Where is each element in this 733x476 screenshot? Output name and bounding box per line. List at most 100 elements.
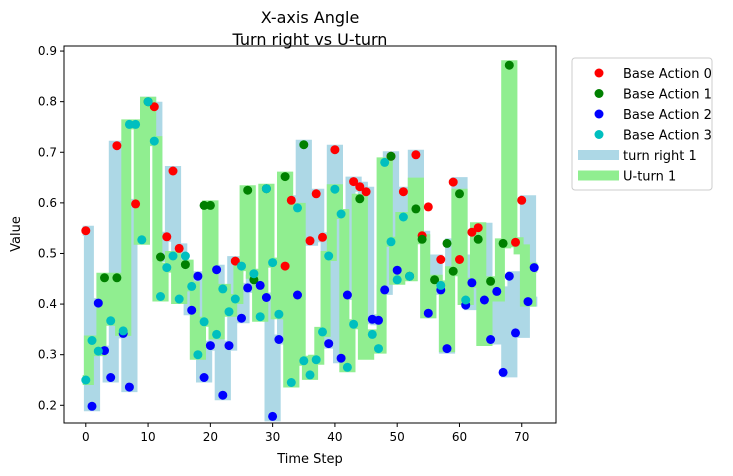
point-base-action-2 bbox=[187, 305, 197, 315]
legend-marker bbox=[594, 89, 604, 98]
point-base-action-2 bbox=[255, 280, 265, 290]
y-tick-label: 0.9 bbox=[38, 44, 57, 58]
legend-label: Base Action 2 bbox=[623, 108, 712, 123]
point-base-action-3 bbox=[199, 317, 209, 327]
point-base-action-0 bbox=[448, 177, 458, 187]
point-base-action-3 bbox=[367, 329, 377, 339]
point-base-action-3 bbox=[249, 269, 259, 279]
point-base-action-1 bbox=[199, 200, 209, 210]
point-base-action-3 bbox=[162, 263, 172, 273]
point-base-action-3 bbox=[212, 329, 222, 339]
point-base-action-3 bbox=[336, 209, 346, 219]
point-base-action-0 bbox=[131, 199, 141, 209]
point-base-action-3 bbox=[156, 292, 165, 301]
chart-subtitle: Turn right vs U-turn bbox=[232, 30, 388, 49]
point-base-action-3 bbox=[392, 275, 402, 285]
point-base-action-1 bbox=[442, 238, 452, 248]
point-base-action-1 bbox=[280, 172, 290, 182]
point-base-action-1 bbox=[112, 273, 122, 283]
point-base-action-2 bbox=[261, 293, 271, 302]
point-base-action-3 bbox=[349, 319, 359, 329]
point-base-action-1 bbox=[156, 252, 165, 262]
point-base-action-1 bbox=[448, 266, 458, 276]
point-base-action-1 bbox=[417, 234, 427, 244]
point-base-action-2 bbox=[212, 265, 222, 275]
plot-area bbox=[81, 60, 539, 422]
point-base-action-3 bbox=[261, 184, 271, 194]
y-axis-label: Value bbox=[9, 216, 24, 252]
point-base-action-2 bbox=[293, 290, 302, 300]
legend-label: Base Action 3 bbox=[623, 129, 712, 144]
y-axis: 0.2 0.3 0.4 0.5 0.6 0.7 0.8 0.9 bbox=[38, 44, 64, 412]
legend: Base Action 0 Base Action 1 Base Action 2 B… bbox=[571, 57, 713, 191]
point-base-action-0 bbox=[411, 150, 421, 160]
point-base-action-0 bbox=[423, 202, 433, 212]
point-base-action-3 bbox=[311, 355, 321, 365]
point-base-action-3 bbox=[193, 350, 203, 360]
x-axis: 0 10 20 30 40 50 60 70 bbox=[82, 423, 529, 444]
point-base-action-3 bbox=[398, 212, 408, 222]
point-base-action-2 bbox=[479, 295, 489, 305]
point-base-action-0 bbox=[473, 223, 483, 233]
legend-marker bbox=[594, 68, 604, 78]
x-tick-label: 20 bbox=[203, 430, 218, 444]
point-base-action-3 bbox=[330, 184, 340, 194]
point-base-action-1 bbox=[486, 276, 496, 286]
y-tick-label: 0.5 bbox=[38, 246, 57, 260]
point-base-action-0 bbox=[436, 255, 446, 264]
point-base-action-2 bbox=[498, 367, 508, 377]
point-base-action-1 bbox=[498, 238, 508, 248]
y-tick-label: 0.8 bbox=[38, 95, 57, 109]
point-base-action-2 bbox=[268, 411, 278, 421]
point-base-action-1 bbox=[299, 140, 309, 150]
point-base-action-0 bbox=[455, 255, 464, 264]
point-base-action-3 bbox=[168, 251, 178, 261]
point-base-action-2 bbox=[324, 339, 334, 349]
point-base-action-2 bbox=[237, 313, 246, 323]
point-base-action-3 bbox=[106, 316, 116, 326]
point-base-action-3 bbox=[237, 261, 246, 271]
point-base-action-1 bbox=[180, 260, 190, 270]
point-base-action-3 bbox=[286, 378, 296, 387]
legend-label: Base Action 1 bbox=[623, 88, 712, 103]
point-base-action-3 bbox=[143, 97, 153, 107]
point-base-action-2 bbox=[523, 297, 533, 307]
point-base-action-0 bbox=[361, 187, 371, 197]
legend-marker bbox=[594, 130, 604, 139]
point-base-action-3 bbox=[124, 119, 134, 129]
point-base-action-1 bbox=[386, 151, 396, 161]
point-base-action-2 bbox=[205, 341, 215, 351]
point-base-action-1 bbox=[455, 189, 464, 199]
point-base-action-3 bbox=[342, 362, 352, 372]
y-tick-label: 0.6 bbox=[38, 196, 57, 210]
point-base-action-2 bbox=[392, 265, 402, 275]
point-base-action-1 bbox=[430, 275, 440, 285]
point-base-action-1 bbox=[100, 273, 109, 283]
point-base-action-3 bbox=[461, 295, 471, 305]
point-base-action-0 bbox=[311, 189, 321, 199]
point-base-action-0 bbox=[318, 232, 327, 242]
point-base-action-2 bbox=[342, 290, 352, 300]
point-base-action-2 bbox=[380, 285, 390, 295]
point-base-action-0 bbox=[230, 256, 240, 266]
point-base-action-2 bbox=[243, 283, 253, 293]
plot-frame bbox=[63, 45, 557, 424]
point-base-action-3 bbox=[274, 309, 284, 319]
point-base-action-2 bbox=[124, 382, 134, 392]
legend-marker bbox=[594, 109, 604, 119]
point-base-action-2 bbox=[504, 271, 514, 281]
legend-label: turn right 1 bbox=[623, 149, 697, 164]
y-tick-label: 0.3 bbox=[38, 348, 57, 362]
point-base-action-0 bbox=[517, 195, 527, 205]
point-base-action-3 bbox=[218, 284, 228, 294]
point-base-action-2 bbox=[224, 341, 234, 351]
point-base-action-0 bbox=[511, 237, 520, 247]
point-base-action-2 bbox=[106, 373, 116, 382]
point-base-action-3 bbox=[230, 294, 240, 304]
point-base-action-3 bbox=[305, 370, 315, 380]
point-base-action-3 bbox=[436, 280, 446, 290]
point-base-action-3 bbox=[324, 251, 334, 261]
point-base-action-2 bbox=[199, 373, 209, 382]
point-base-action-3 bbox=[380, 157, 390, 167]
